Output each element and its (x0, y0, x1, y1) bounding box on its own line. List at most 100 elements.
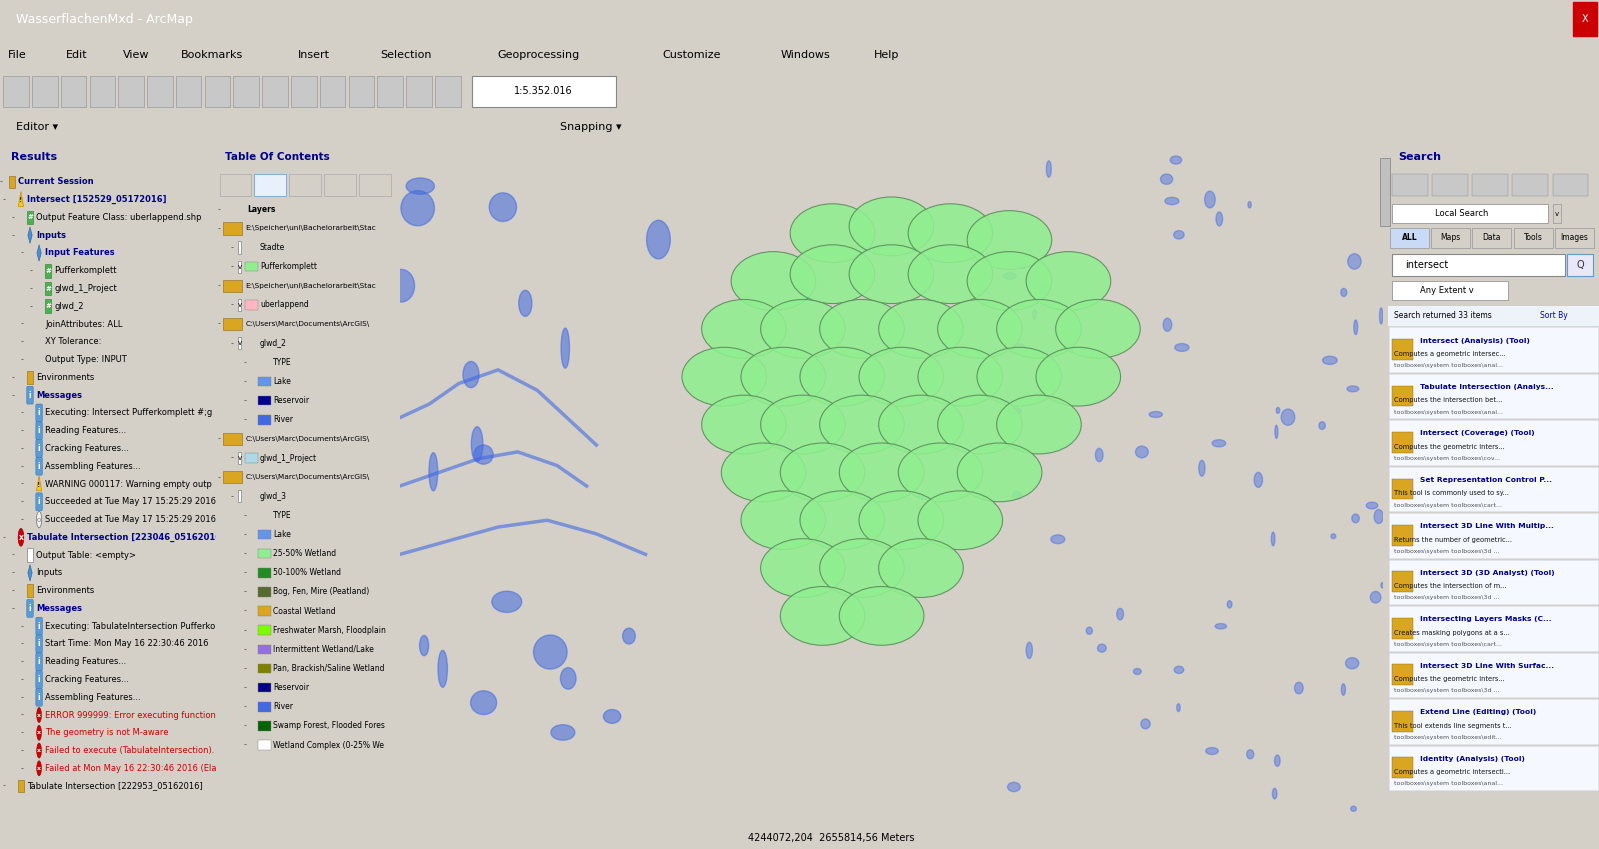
Text: -: - (217, 281, 221, 290)
Text: -: - (243, 530, 246, 539)
Text: Intermittent Wetland/Lake: Intermittent Wetland/Lake (273, 645, 374, 654)
Bar (238, 241, 241, 254)
Bar (1553, 174, 1588, 196)
Text: Coastal Wetland: Coastal Wetland (273, 607, 336, 616)
Bar (224, 433, 241, 445)
Ellipse shape (1380, 308, 1383, 324)
Bar (257, 396, 272, 406)
Circle shape (800, 491, 884, 549)
Text: toolboxes\system toolboxes\anal...: toolboxes\system toolboxes\anal... (1394, 409, 1503, 414)
Text: o: o (37, 516, 42, 522)
Text: Computes the geometric inters...: Computes the geometric inters... (1394, 677, 1505, 683)
FancyBboxPatch shape (35, 671, 42, 689)
Ellipse shape (1177, 704, 1180, 711)
Bar (147, 76, 173, 107)
Circle shape (918, 491, 1003, 549)
Bar (45, 264, 51, 278)
Ellipse shape (1020, 262, 1027, 268)
Ellipse shape (552, 725, 576, 740)
Bar (1390, 559, 1597, 604)
Bar (257, 415, 272, 424)
Ellipse shape (1051, 535, 1065, 543)
Text: -: - (21, 498, 24, 506)
Bar (1393, 281, 1508, 301)
Text: -: - (21, 480, 24, 488)
Bar (1393, 711, 1414, 732)
FancyBboxPatch shape (35, 422, 42, 440)
Ellipse shape (603, 710, 620, 723)
Bar (1393, 757, 1414, 779)
Text: XY Tolerance:: XY Tolerance: (45, 337, 101, 346)
Text: Stadte: Stadte (261, 243, 285, 252)
Circle shape (839, 587, 924, 645)
Ellipse shape (1014, 344, 1025, 352)
Ellipse shape (622, 628, 635, 644)
Ellipse shape (1346, 386, 1359, 392)
Text: Intersect (Coverage) (Tool): Intersect (Coverage) (Tool) (1420, 430, 1533, 436)
Text: Snapping ▾: Snapping ▾ (560, 122, 622, 132)
Text: River: River (273, 702, 293, 711)
Circle shape (761, 300, 846, 358)
Polygon shape (37, 245, 42, 261)
Text: toolboxes\system toolboxes\3d ...: toolboxes\system toolboxes\3d ... (1394, 595, 1500, 600)
Text: -: - (243, 645, 246, 654)
Text: Any Extent v: Any Extent v (1420, 286, 1473, 295)
Ellipse shape (1351, 514, 1359, 523)
Text: uberlappend: uberlappend (261, 301, 309, 309)
Text: -: - (243, 549, 246, 558)
Bar (245, 301, 257, 310)
Ellipse shape (560, 667, 576, 689)
Bar (320, 76, 345, 107)
Ellipse shape (1274, 755, 1281, 767)
Text: -: - (230, 339, 233, 348)
Circle shape (683, 347, 766, 406)
Bar (1393, 432, 1414, 453)
Bar (1393, 665, 1414, 685)
Text: -: - (21, 711, 24, 719)
Text: -: - (21, 355, 24, 364)
Text: Search returned 33 items: Search returned 33 items (1394, 312, 1492, 320)
Text: Maps: Maps (1441, 233, 1461, 243)
Text: Inputs: Inputs (37, 568, 62, 577)
Bar (238, 452, 241, 464)
Bar (1554, 228, 1594, 248)
Bar (1390, 420, 1597, 465)
Ellipse shape (1215, 212, 1223, 226)
Circle shape (800, 347, 884, 406)
Text: x: x (37, 748, 42, 753)
Text: -: - (21, 693, 24, 702)
Bar (238, 490, 241, 503)
Circle shape (977, 347, 1062, 406)
Text: ALL: ALL (1402, 233, 1417, 243)
FancyBboxPatch shape (27, 386, 34, 404)
Bar (1393, 339, 1414, 360)
Text: -: - (243, 588, 246, 597)
Circle shape (1027, 251, 1111, 311)
Circle shape (1055, 300, 1140, 358)
Bar (257, 702, 272, 711)
Text: Failed to execute (TabulateIntersection).: Failed to execute (TabulateIntersection)… (45, 746, 214, 755)
Ellipse shape (1134, 668, 1142, 674)
Text: !: ! (37, 481, 40, 487)
Circle shape (820, 538, 903, 598)
Text: Bog, Fen, Mire (Peatland): Bog, Fen, Mire (Peatland) (273, 588, 369, 597)
Text: Assembling Features...: Assembling Features... (45, 462, 141, 470)
Circle shape (790, 245, 875, 304)
Text: Q: Q (1577, 260, 1585, 270)
Bar (360, 174, 390, 196)
Text: glwd_2: glwd_2 (54, 301, 83, 311)
Text: Freshwater Marsh, Floodplain: Freshwater Marsh, Floodplain (273, 626, 385, 635)
Text: The geometry is not M-aware: The geometry is not M-aware (45, 728, 168, 737)
Text: This tool is commonly used to sy...: This tool is commonly used to sy... (1394, 491, 1509, 497)
Text: toolboxes\system toolboxes\cart...: toolboxes\system toolboxes\cart... (1394, 503, 1503, 508)
Bar (32, 76, 58, 107)
Circle shape (879, 395, 963, 454)
Ellipse shape (1140, 719, 1150, 728)
Bar (233, 76, 259, 107)
Text: intersect: intersect (1406, 260, 1449, 270)
Text: ERROR 999999: Error executing function.: ERROR 999999: Error executing function. (45, 711, 219, 719)
Text: Cracking Features...: Cracking Features... (45, 444, 130, 453)
Bar (1390, 745, 1597, 790)
Text: Assembling Features...: Assembling Features... (45, 693, 141, 702)
Ellipse shape (1295, 683, 1303, 694)
